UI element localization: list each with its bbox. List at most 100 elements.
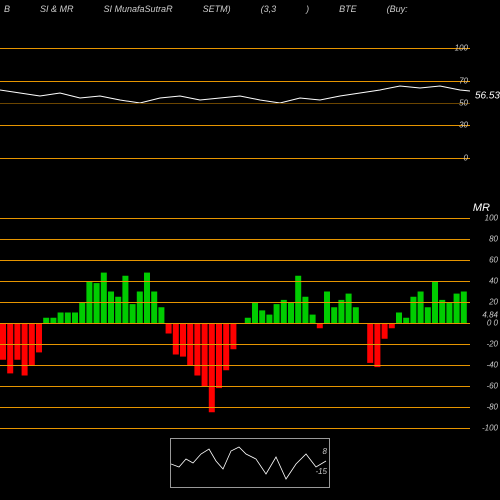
rsi-gridline — [0, 103, 470, 104]
header-b: B — [4, 4, 10, 14]
mr-gridline — [0, 260, 470, 261]
mr-bar — [367, 323, 373, 363]
header-buy: (Buy: — [387, 4, 408, 14]
mr-axis-label: 80 — [489, 235, 498, 244]
mr-axis-label: -60 — [486, 382, 498, 391]
rsi-axis-label: 100 — [455, 44, 468, 53]
mr-bar — [461, 292, 467, 324]
mr-bar — [137, 292, 143, 324]
mr-axis-label: 20 — [489, 298, 498, 307]
mr-bar — [14, 323, 20, 360]
mr-gridline — [0, 365, 470, 366]
mr-bar — [353, 307, 359, 323]
mr-bar — [202, 323, 208, 386]
mr-bar — [79, 302, 85, 323]
mr-bar — [115, 297, 121, 323]
mr-axis-label: -40 — [486, 361, 498, 370]
mr-bar — [382, 323, 388, 339]
mr-gridline — [0, 386, 470, 387]
mr-bar — [324, 292, 330, 324]
mr-bar — [446, 302, 452, 323]
mr-bar — [454, 294, 460, 323]
mr-bar — [338, 300, 344, 323]
mr-bar — [36, 323, 42, 352]
mr-bar — [274, 304, 280, 323]
mr-gridline — [0, 218, 470, 219]
rsi-axis-label: 70 — [459, 77, 468, 86]
mr-gridline — [0, 302, 470, 303]
mr-gridline — [0, 344, 470, 345]
rsi-gridline — [0, 81, 470, 82]
mr-bar — [94, 283, 100, 323]
mr-bar — [418, 292, 424, 324]
header-33: (3,3 — [261, 4, 277, 14]
mr-bar — [108, 292, 114, 324]
mr-bar — [331, 307, 337, 323]
mr-axis-label: 40 — [489, 277, 498, 286]
header-setm: SETM) — [203, 4, 231, 14]
mr-bar — [166, 323, 172, 334]
mr-title: MR — [473, 202, 490, 214]
mr-current-label: 4.84 — [482, 310, 498, 319]
mr-bar — [281, 300, 287, 323]
header-title: SI MunafaSutraR — [104, 4, 173, 14]
mr-gridline — [0, 428, 470, 429]
mr-bar — [302, 297, 308, 323]
rsi-gridline — [0, 158, 470, 159]
mr-bar — [158, 307, 164, 323]
mr-bar — [439, 300, 445, 323]
header-bte: BTE — [339, 4, 357, 14]
mr-bar — [22, 323, 28, 376]
mr-bar — [410, 297, 416, 323]
header-si-mr: SI & MR — [40, 4, 74, 14]
mr-bar — [130, 304, 136, 323]
mr-bar — [374, 323, 380, 367]
mr-gridline — [0, 323, 470, 324]
rsi-axis-label: 30 — [459, 121, 468, 130]
mr-bar — [223, 323, 229, 370]
mr-bar — [288, 302, 294, 323]
mr-bar — [216, 323, 222, 388]
mr-bar — [230, 323, 236, 349]
mr-axis-label: -100 — [482, 424, 498, 433]
thumb-value-bottom: -15 — [315, 467, 327, 476]
rsi-panel: 56.53 1007050300 — [0, 48, 500, 158]
thumbnail-chart — [171, 439, 329, 487]
thumbnail-panel: 8 -15 — [170, 438, 330, 488]
mr-bar — [295, 276, 301, 323]
rsi-axis-label: 0 — [464, 154, 468, 163]
mr-bar — [122, 276, 128, 323]
mr-axis-label: 100 — [485, 214, 498, 223]
mr-axis-label: 0 0 — [487, 319, 498, 328]
mr-gridline — [0, 239, 470, 240]
mr-bar — [72, 313, 78, 324]
mr-axis-label: 60 — [489, 256, 498, 265]
rsi-gridline — [0, 125, 470, 126]
mr-bar — [346, 294, 352, 323]
mr-panel: MR 100806040200 0-20-40-60-80-1004.84 — [0, 218, 500, 428]
thumb-value-top: 8 — [323, 447, 327, 456]
mr-bar — [259, 310, 265, 323]
rsi-current-value: 56.53 — [475, 90, 500, 101]
mr-bar — [180, 323, 186, 357]
mr-bar — [252, 302, 258, 323]
mr-bar — [173, 323, 179, 355]
mr-bar — [425, 307, 431, 323]
mr-bar — [266, 315, 272, 323]
rsi-gridline — [0, 48, 470, 49]
mr-axis-label: -80 — [486, 403, 498, 412]
mr-bar — [209, 323, 215, 412]
mr-bar — [65, 313, 71, 324]
mr-gridline — [0, 281, 470, 282]
mr-bar — [396, 313, 402, 324]
header-paren: ) — [306, 4, 309, 14]
mr-bar — [194, 323, 200, 376]
mr-bar — [151, 292, 157, 324]
mr-bar — [0, 323, 6, 360]
chart-header: B SI & MR SI MunafaSutraR SETM) (3,3 ) B… — [0, 0, 500, 18]
rsi-axis-label: 50 — [459, 99, 468, 108]
mr-bar — [58, 313, 64, 324]
mr-bar — [310, 315, 316, 323]
mr-gridline — [0, 407, 470, 408]
mr-axis-label: -20 — [486, 340, 498, 349]
